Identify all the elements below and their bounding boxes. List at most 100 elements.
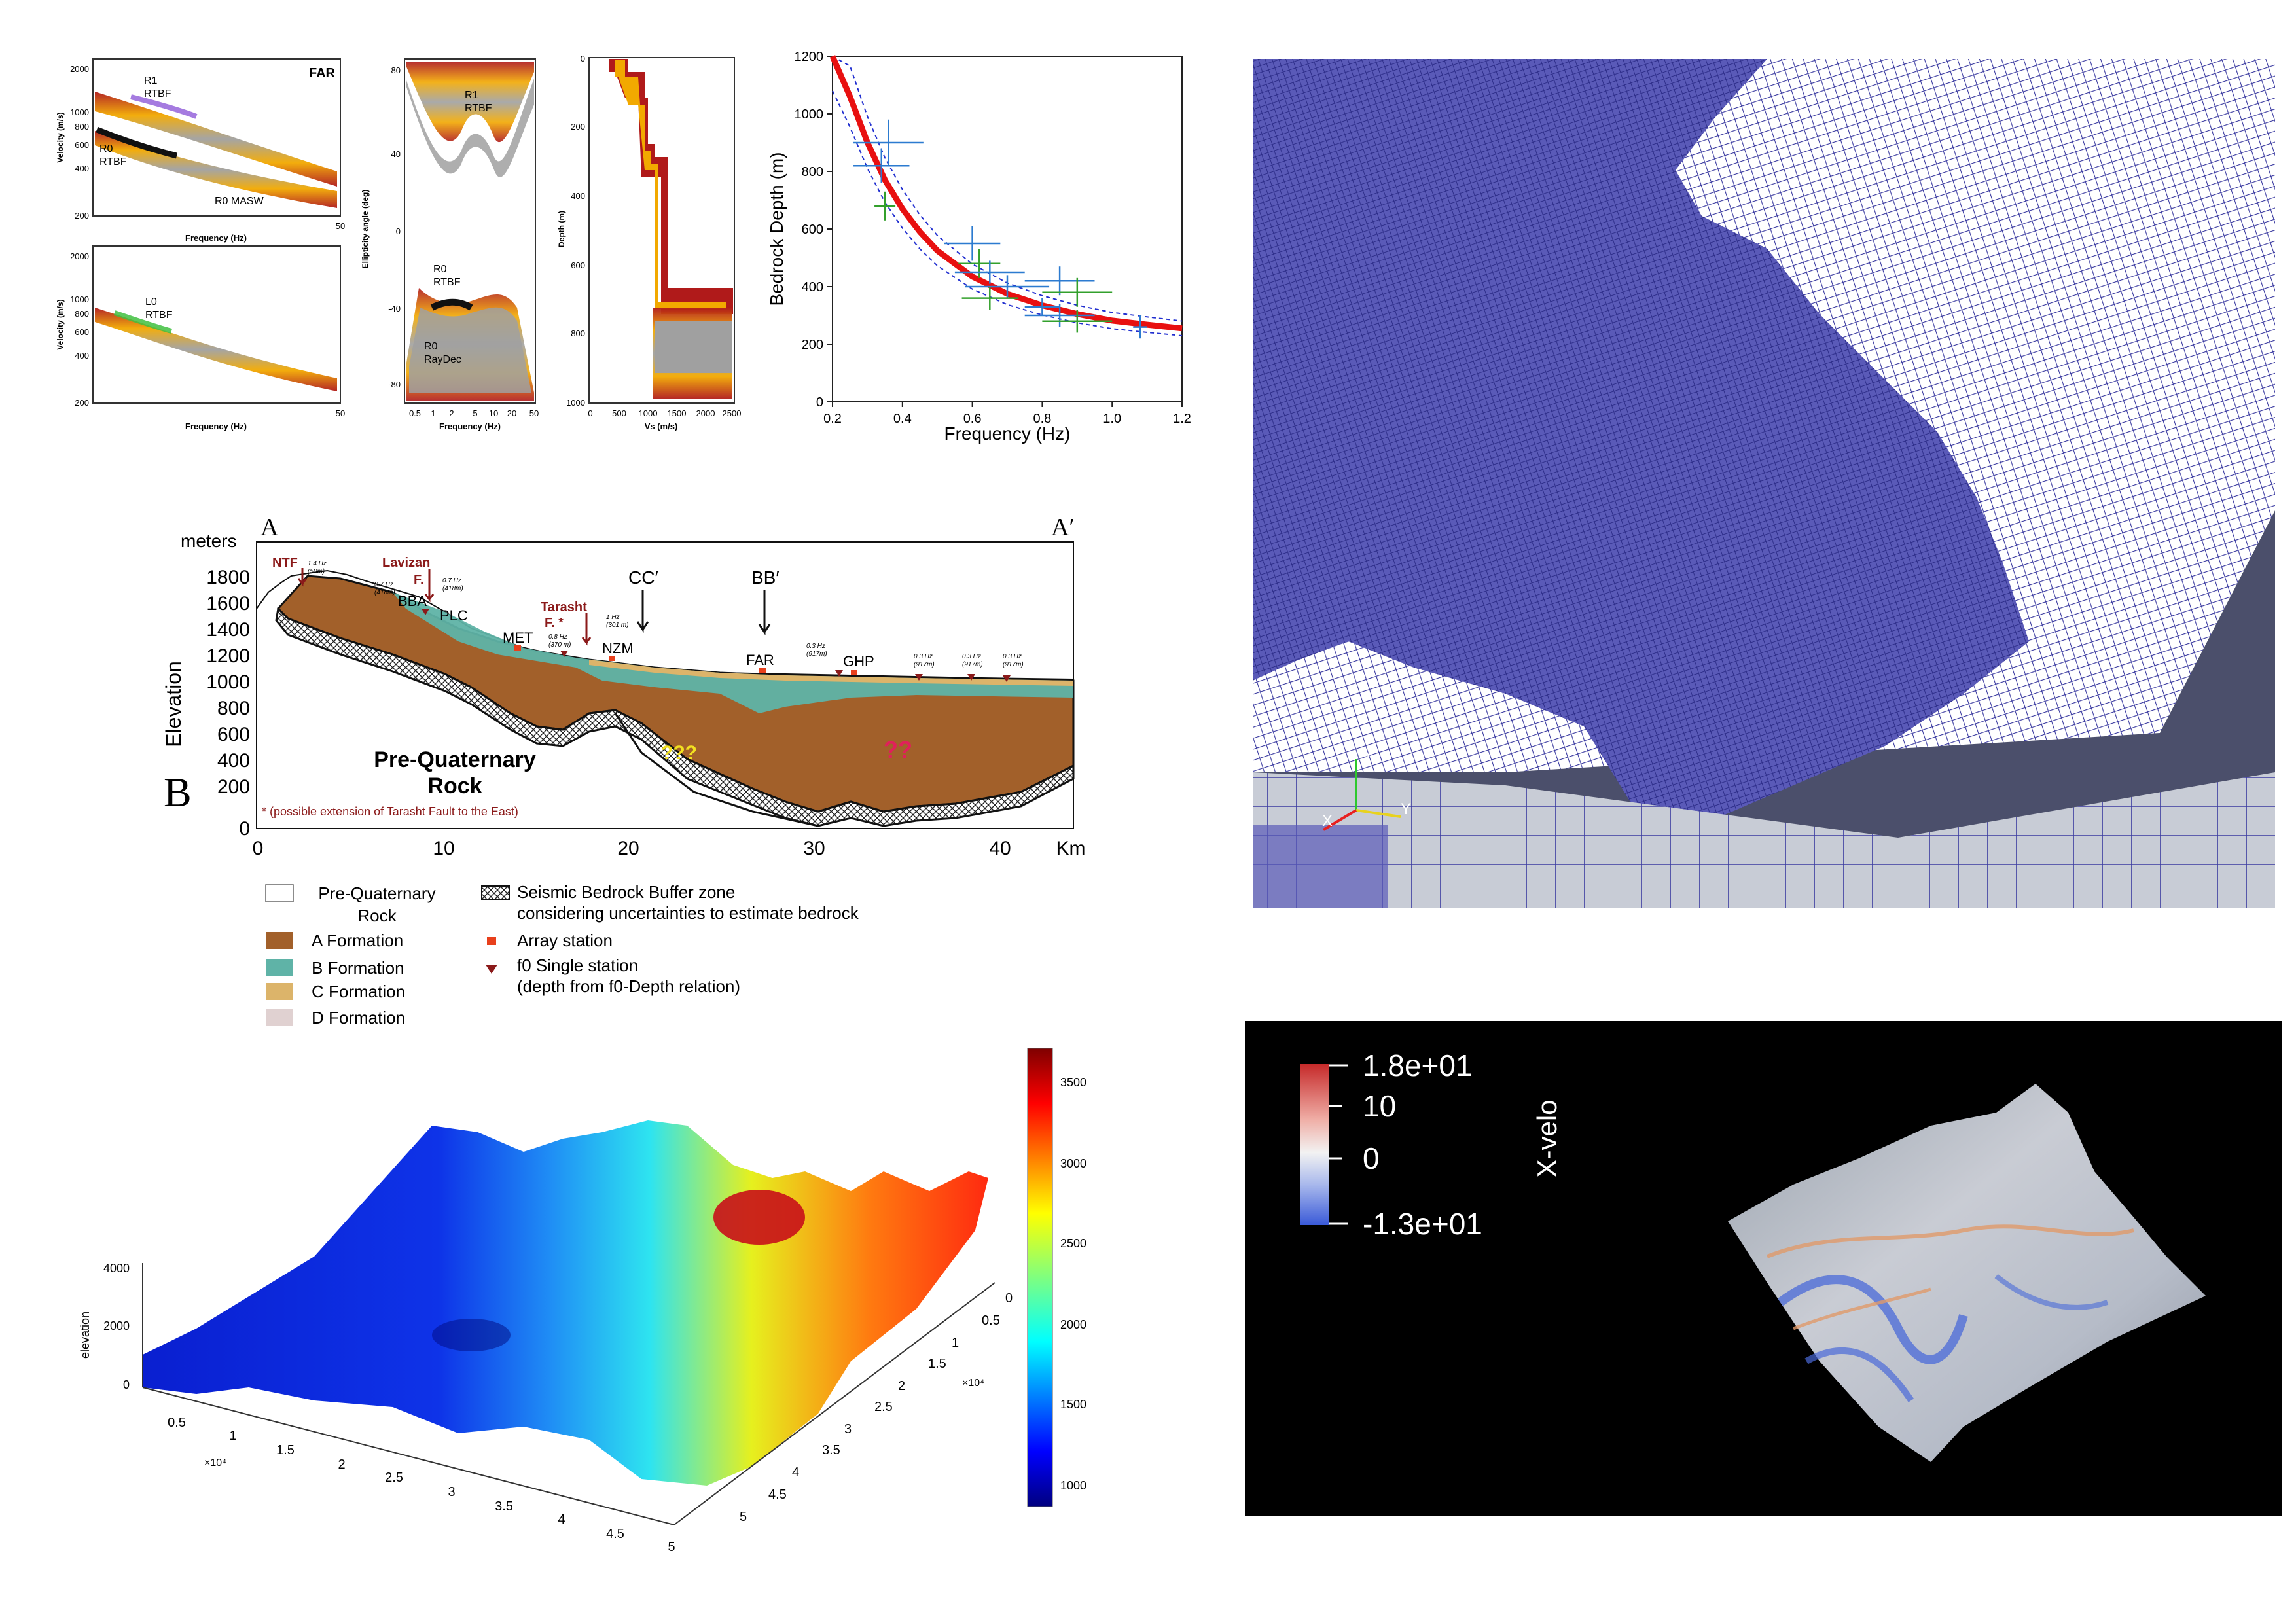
ellipticity-ylabel: Ellipticity angle (deg) [361,190,370,269]
legend-label-buffer: Seismic Bedrock Buffer zone [517,882,735,902]
far-bottom-ylabel: Velocity (m/s) [56,299,65,349]
surface-xtick: 3.5 [495,1499,513,1514]
f0-xtick-label: 1.2 [1173,412,1191,426]
f0-xlabel: Frequency (Hz) [944,423,1071,444]
far-bottom-yticks: 2000 1000 800 600 400 200 [70,251,89,408]
surface-ytick: 1 [952,1336,959,1350]
far-top-label-masw: R0 MASW [215,196,264,207]
surface-colorbar-tick: 1500 [1060,1398,1086,1411]
legend-label-a: A Formation [312,931,403,950]
section-label-a-prime: A′ [1051,514,1075,541]
far-top-ytick: 2000 [70,64,89,74]
vs-xtick: 1500 [668,408,687,418]
surface-xticks: 0.5 1 1.5 2 2.5 3 3.5 4 4.5 5 [168,1416,675,1554]
ellipticity-label-rtbf1: RTBF [465,103,492,114]
velo-surface [1728,1084,2206,1462]
ellipticity-raydec [430,298,473,311]
legend-label-b: B Formation [312,958,404,978]
far-r1-observed [130,94,198,119]
fault-tarasht-arrow [581,613,592,646]
cross-section-bb: BB′ [751,567,780,588]
fault-ntf: NTF [272,556,298,570]
section-units: meters [181,531,237,551]
f0-xtick-label: 1.0 [1103,412,1121,426]
vs-xticks: 0 500 1000 1500 2000 2500 [588,408,741,418]
section-red-question: ?? [884,736,912,763]
ellipticity-ytick: 40 [391,149,401,159]
far-top-ytick: 600 [75,140,89,150]
section-xunit: Km [1056,838,1086,859]
far-bottom-label-rtbf: RTBF [145,310,173,321]
far-top-ytick: 400 [75,164,89,173]
array-station-markers [514,645,857,675]
single-station-marker [967,674,975,681]
legend-label-array: Array station [517,931,613,950]
section-yticks: 1800 1600 1400 1200 1000 800 600 400 200… [206,567,250,840]
mesh-corner-dark [1253,825,1388,908]
station-annotation: 1 Hz [606,614,620,621]
velo-tick: 1.8e+01 [1363,1048,1473,1082]
vs-profile-band [609,59,733,314]
surface-xtick: 2 [338,1457,345,1472]
surface-ytick: 0.5 [982,1313,1000,1328]
legend-swatch-single [486,965,497,974]
surface-ztick: 4000 [103,1262,130,1275]
legend-swatch-pre-quaternary [265,884,294,902]
far-bottom-ytick: 600 [75,327,89,337]
legend-label-pre-quaternary: Pre-Quaternary [318,883,435,903]
station-bba: BBA [398,593,427,609]
surface-top [143,1120,988,1486]
station-annotations: 1.4 Hz (50m) 0.7 Hz (418m) 0.7 Hz (418m)… [308,560,1024,668]
ellipticity-xtick: 2 [449,408,454,418]
section-xtick: 0 [253,838,264,859]
legend: Pre-Quaternary Rock A Formation B Format… [265,882,859,1027]
vs-ytick: 200 [571,122,585,132]
ellipticity-xtick: 5 [473,408,477,418]
f0-ytick-label: 800 [802,165,823,179]
vs-xtick: 1000 [639,408,658,418]
mesh-axis-z-label: Z [1361,751,1371,768]
far-r1-band [95,92,337,187]
section-xtick: 40 [989,838,1011,859]
ellipticity-xtick: 50 [529,408,539,418]
panel-cross-section: A A′ meters B Elevation ??? ?? Pre-Quate… [162,514,1086,859]
panel-3d-surface: elevation 4000 2000 0 0.5 1 1.5 2 2.5 3 … [79,1048,1086,1554]
ellipticity-xtick: 1 [431,408,435,418]
surface-xtick: 1.5 [276,1443,295,1457]
surface-ztick: 2000 [103,1319,130,1332]
f0-ytick-label: 0 [816,395,823,410]
section-ytick: 800 [217,698,250,719]
f0-data-point [1042,310,1113,333]
single-station-marker [915,674,923,681]
velo-wave-orange-2 [1793,1287,1931,1330]
station-annotation: 0.7 Hz [442,577,461,584]
section-ytick: 600 [217,724,250,745]
fault-tarasht: Tarasht [541,600,587,615]
f0-ytick-label: 400 [802,280,823,294]
velo-tick: 10 [1363,1089,1396,1123]
ellipticity-xlabel: Frequency (Hz) [439,421,501,431]
surface-xtick: 4.5 [606,1527,624,1541]
vs-ytick: 0 [581,54,585,63]
legend-label-rock: Rock [357,906,397,925]
vs-xtick: 2500 [723,408,742,418]
far-bottom-ytick: 400 [75,351,89,361]
vs-xtick: 2000 [696,408,715,418]
panel-x-velo: 1.8e+01 10 0 -1.3e+01 X-velo [1245,1021,2282,1516]
station-annotation: 0.3 Hz [1003,653,1022,660]
surface-colorbar-ticks: 3500 3000 2500 2000 1500 1000 [1060,1076,1086,1492]
vs-ytick: 400 [571,191,585,201]
ellipticity-label-raydec: RayDec [424,354,461,365]
f0-ytick-label: 600 [802,223,823,237]
far-l0-observed [113,310,173,334]
surface-low [432,1319,511,1351]
f0-plot-frame [832,56,1183,402]
ellipticity-xtick: 20 [507,408,516,418]
section-ytick: 1400 [206,619,250,641]
station-ghp: GHP [843,653,874,669]
legend-label-d: D Formation [312,1008,405,1027]
f0-data-point [874,191,896,221]
array-station-marker [759,668,766,673]
far-top-label-r1: R1 [144,75,158,86]
ellipticity-yticks: 80 40 0 -40 -80 [388,65,401,389]
